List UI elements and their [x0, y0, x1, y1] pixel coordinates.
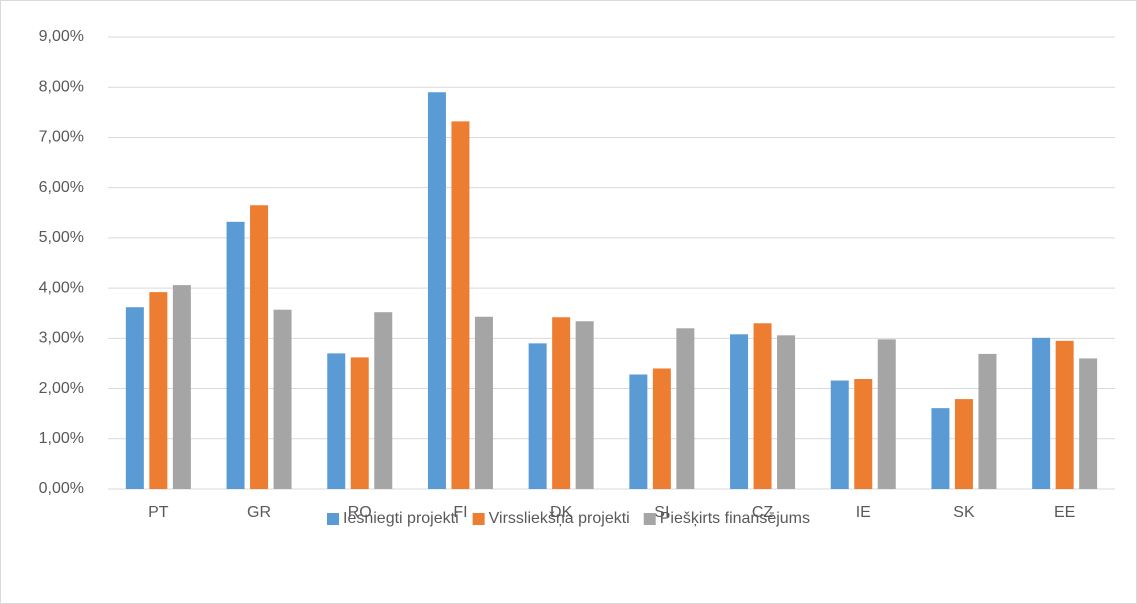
bar	[427, 92, 446, 489]
y-tick-label: 6,00%	[39, 179, 84, 196]
x-tick-label: RO	[348, 504, 372, 521]
legend-label: Virssliekšņa projekti	[489, 510, 630, 527]
bar	[1032, 337, 1051, 489]
bar	[753, 323, 772, 489]
bar	[830, 380, 849, 489]
y-tick-label: 3,00%	[39, 330, 84, 347]
x-tick-label: DK	[550, 504, 573, 521]
bar	[528, 343, 547, 489]
legend-swatch	[327, 513, 339, 525]
legend-swatch	[643, 513, 656, 525]
y-tick-label: 4,00%	[39, 279, 84, 296]
bar	[125, 307, 144, 489]
legend-swatch	[472, 513, 485, 525]
bar	[250, 205, 269, 489]
bar	[474, 316, 493, 489]
bar	[451, 121, 470, 489]
y-tick-label: 8,00%	[39, 78, 84, 95]
bar	[978, 353, 997, 489]
y-tick-label: 9,00%	[39, 28, 84, 45]
bar	[350, 357, 369, 489]
x-tick-label: SI	[654, 504, 669, 521]
bar	[877, 339, 896, 489]
y-tick-label: 0,00%	[39, 480, 84, 497]
bar	[954, 399, 973, 489]
bar	[1055, 340, 1074, 489]
x-tick-label: PT	[148, 504, 169, 521]
x-tick-label: IE	[856, 504, 871, 521]
bar	[931, 408, 950, 489]
bar	[676, 328, 695, 489]
bar	[652, 368, 671, 489]
bar	[327, 353, 346, 489]
bar	[730, 334, 749, 489]
bar	[552, 317, 571, 489]
bar	[854, 379, 873, 489]
x-tick-label: FI	[453, 504, 467, 521]
y-tick-label: 7,00%	[39, 129, 84, 146]
legend-label: Piešķirts finansējums	[660, 510, 810, 527]
bar	[374, 312, 393, 489]
y-tick-label: 1,00%	[39, 430, 84, 447]
x-tick-label: GR	[247, 504, 271, 521]
bar	[149, 292, 168, 489]
bar	[575, 321, 594, 489]
bar	[226, 221, 245, 489]
x-tick-label: CZ	[752, 504, 774, 521]
bar	[1079, 358, 1098, 489]
bar	[172, 285, 191, 489]
bar	[629, 374, 648, 489]
y-tick-label: 2,00%	[39, 380, 84, 397]
bar	[273, 309, 292, 489]
x-tick-label: SK	[953, 504, 975, 521]
x-tick-label: EE	[1054, 504, 1075, 521]
y-tick-label: 5,00%	[39, 229, 84, 246]
bar	[777, 335, 796, 489]
legend-label: Iesniegti projekti	[343, 510, 459, 527]
